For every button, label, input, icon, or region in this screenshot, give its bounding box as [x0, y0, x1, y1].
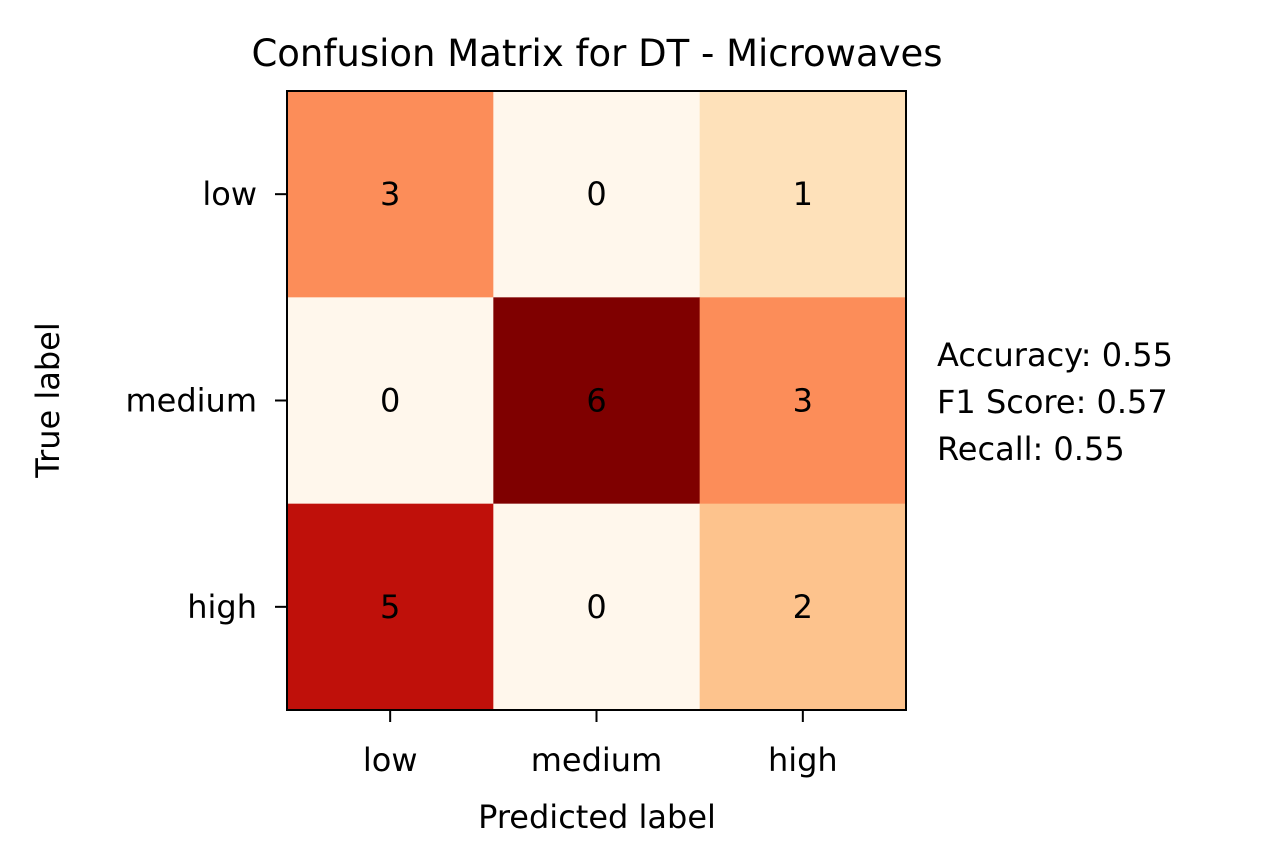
metric-line: F1 Score: 0.57 [937, 383, 1168, 421]
cell-value-label: 0 [586, 588, 606, 626]
cell-value-label: 3 [380, 175, 400, 213]
heatmap-cell [493, 503, 701, 711]
y-axis-label: True label [29, 322, 67, 479]
x-axis-ticks: low medium high [363, 710, 838, 779]
metric-line: Accuracy: 0.55 [937, 336, 1173, 374]
cell-value-label: 6 [586, 382, 606, 420]
y-axis-ticks: low medium high [125, 175, 287, 626]
heatmap-cell [287, 91, 494, 298]
heatmap-cell [287, 297, 494, 505]
y-tick-label: high [187, 588, 257, 626]
heatmap-cells [287, 91, 907, 711]
cell-value-label: 1 [793, 175, 813, 213]
x-axis-label: Predicted label [478, 798, 716, 836]
cell-value-label: 0 [586, 175, 606, 213]
heatmap-cell [699, 503, 907, 711]
heatmap-cell [287, 503, 494, 711]
heatmap-cell [493, 297, 701, 505]
heatmap-cell [699, 297, 907, 505]
cell-value-label: 3 [793, 382, 813, 420]
cell-value-labels: 3 0 1 0 6 3 5 0 2 [380, 175, 813, 626]
x-tick-label: high [768, 741, 838, 779]
x-tick-label: medium [531, 741, 663, 779]
cell-value-label: 0 [380, 382, 400, 420]
metrics-panel: Accuracy: 0.55 F1 Score: 0.57 Recall: 0.55 [937, 336, 1173, 468]
x-tick-label: low [363, 741, 418, 779]
cell-value-label: 5 [380, 588, 400, 626]
chart-title: Confusion Matrix for DT - Microwaves [251, 32, 942, 75]
heatmap-cell [493, 91, 701, 298]
heatmap-cell [699, 91, 907, 298]
cell-value-label: 2 [793, 588, 813, 626]
y-tick-label: low [202, 175, 257, 213]
y-tick-label: medium [125, 382, 257, 420]
metric-line: Recall: 0.55 [937, 430, 1125, 468]
